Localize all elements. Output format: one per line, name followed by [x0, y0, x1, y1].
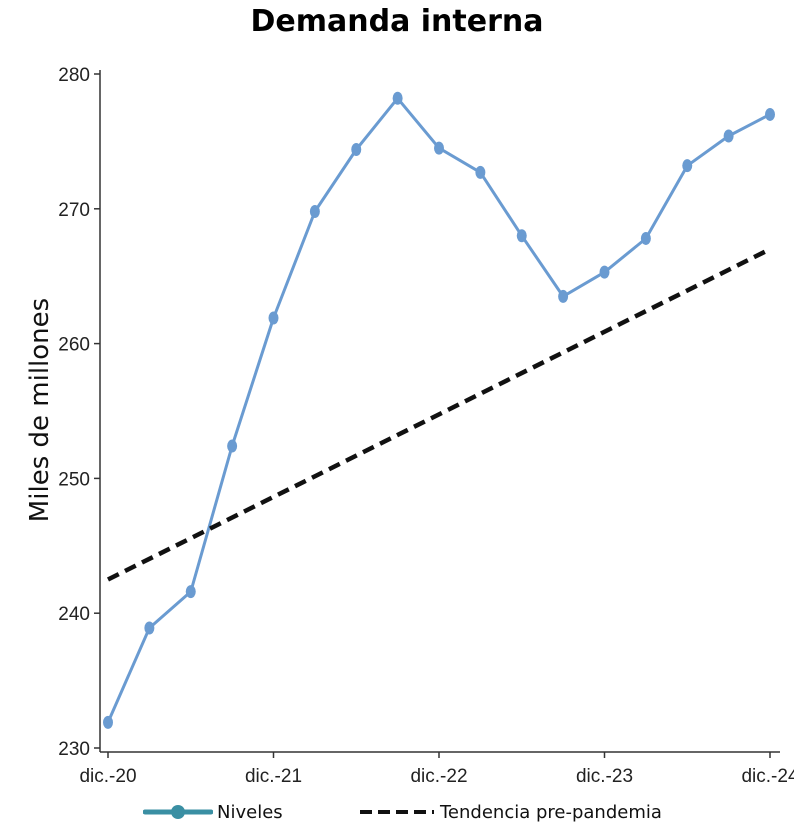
y-axis: 230 240 250 260 270 280	[58, 65, 101, 760]
x-tick-label: dic.-21	[245, 766, 302, 787]
series-line-0	[106, 96, 771, 724]
x-tick-label: dic.-23	[576, 766, 633, 787]
data-point	[185, 585, 196, 599]
y-tick-label: 240	[58, 604, 90, 625]
y-tick-label: 260	[58, 335, 90, 356]
series-line-1	[106, 247, 772, 582]
data-point	[516, 229, 527, 243]
y-tick-label: 270	[58, 200, 90, 221]
legend-item-tendencia: Tendencia pre-pandemia	[358, 798, 662, 826]
chart-title: Demanda interna	[250, 4, 544, 39]
data-point	[682, 159, 693, 173]
line-chart: 230 240 250 260 270 280 dic.-20 dic.-21 dic.-22…	[25, 65, 794, 787]
y-tick-label: 280	[58, 65, 90, 86]
data-point	[723, 129, 734, 143]
data-point	[227, 439, 238, 453]
data-point	[599, 265, 610, 279]
x-tick-label: dic.-24	[741, 766, 794, 787]
legend-swatch-niveles	[143, 805, 213, 819]
data-point	[392, 91, 403, 105]
data-point	[558, 289, 569, 303]
x-axis: dic.-20 dic.-21 dic.-22 dic.-23 dic.-24	[79, 751, 794, 787]
series-layer	[103, 91, 775, 729]
data-point	[475, 165, 486, 179]
x-tick-label: dic.-20	[79, 766, 136, 787]
data-point	[268, 311, 279, 325]
y-tick-label: 230	[58, 739, 90, 760]
legend-swatch-tendencia	[360, 810, 434, 814]
data-point	[351, 142, 362, 156]
data-point	[640, 231, 651, 245]
data-point	[103, 715, 113, 729]
legend-label-tendencia: Tendencia pre-pandemia	[440, 801, 662, 823]
legend-item-niveles: Niveles	[143, 798, 283, 826]
data-point	[434, 141, 444, 155]
legend: Niveles Tendencia pre-pandemia	[0, 798, 794, 826]
legend-label-niveles: Niveles	[217, 801, 283, 823]
data-point	[144, 621, 155, 635]
y-axis-title: Miles de millones	[25, 298, 55, 522]
y-tick-label: 250	[58, 469, 90, 490]
data-point	[309, 204, 320, 218]
data-point	[765, 107, 775, 121]
x-tick-label: dic.-22	[410, 766, 467, 787]
